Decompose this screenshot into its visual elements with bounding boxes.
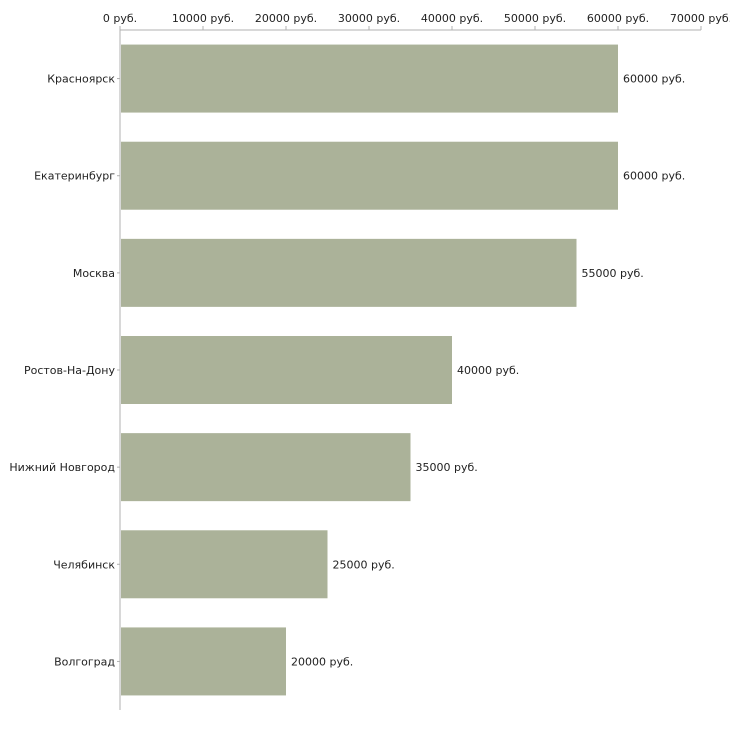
category-label: Москва [73,267,115,280]
x-tick-label: 30000 руб. [338,12,400,25]
bar[interactable] [121,433,411,502]
category-label: Волгоград [54,655,115,668]
category-labels: Красноярск Екатеринбург Москва Ростов-На-До… [9,73,115,669]
bar[interactable] [121,336,452,404]
value-label: 35000 руб. [416,461,478,474]
category-label: Челябинск [53,558,115,571]
value-label: 20000 руб. [291,655,353,668]
x-axis: 0 руб. 10000 руб. 20000 руб. 30000 руб. 4000… [103,12,730,710]
bar[interactable] [121,141,618,210]
category-label: Красноярск [47,73,115,86]
x-tick-label: 0 руб. [103,12,137,25]
category-label: Екатеринбург [34,170,115,183]
bar[interactable] [121,530,328,599]
bar[interactable] [121,627,286,696]
x-tick-label: 50000 руб. [504,12,566,25]
bars [121,44,618,696]
bar[interactable] [121,44,618,113]
x-tick-label: 60000 руб. [587,12,649,25]
value-label: 55000 руб. [582,267,644,280]
category-label: Ростов-На-Дону [24,364,115,377]
value-label: 40000 руб. [457,364,519,377]
category-label: Нижний Новгород [9,461,115,474]
value-label: 60000 руб. [623,170,685,183]
x-tick-label: 70000 руб. [670,12,730,25]
bar[interactable] [121,238,577,307]
value-label: 25000 руб. [333,558,395,571]
x-tick-label: 40000 руб. [421,12,483,25]
x-tick-label: 10000 руб. [172,12,234,25]
value-label: 60000 руб. [623,73,685,86]
value-labels: 60000 руб. 60000 руб. 55000 руб. 40000 руб.… [291,73,685,669]
x-tick-label: 20000 руб. [255,12,317,25]
